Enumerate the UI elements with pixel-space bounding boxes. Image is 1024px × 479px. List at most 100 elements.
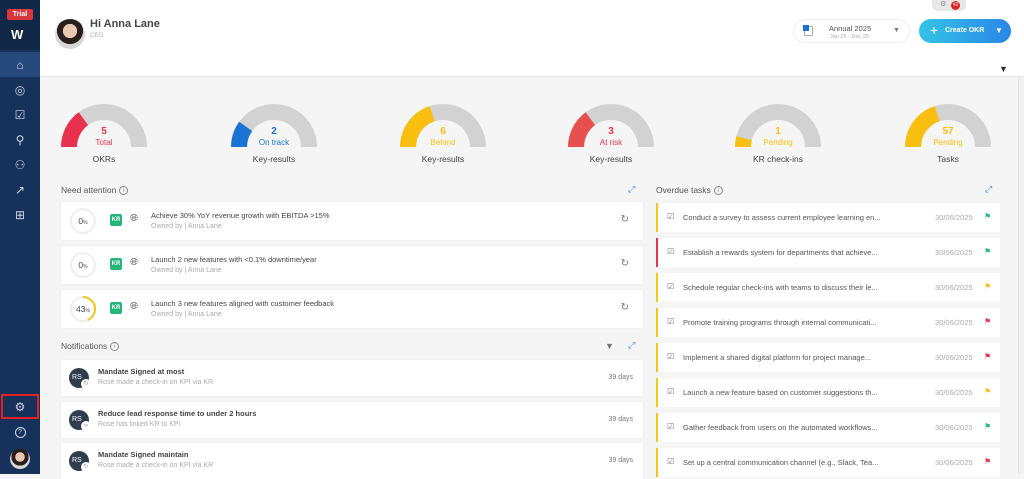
expand-icon[interactable]: ⤢: [985, 184, 993, 194]
overdue-task[interactable]: ☑ Establish a rewards system for departm…: [656, 238, 1000, 267]
overdue-tasks-title: Overdue tasks i: [656, 185, 723, 196]
teams-icon: ⚇: [14, 157, 26, 172]
sidebar-item-objectives[interactable]: ◎: [0, 77, 40, 102]
info-icon[interactable]: i: [119, 186, 129, 196]
notifications-indicator[interactable]: ⚙ 42: [932, 0, 966, 11]
overdue-task[interactable]: ☑ Schedule regular check-ins with teams …: [656, 273, 1000, 302]
task-due-date: 30/06/2025: [935, 248, 973, 257]
overdue-task[interactable]: ☑ Gather feedback from users on the auto…: [656, 413, 1000, 442]
calendar-icon: [803, 25, 813, 36]
notification-count-badge: 42: [951, 1, 960, 10]
gauge-track: [735, 104, 821, 148]
task-icon: ☑: [667, 422, 675, 431]
kr-badge: KR: [110, 214, 122, 226]
greeting: Hi Anna Lane: [90, 18, 160, 30]
info-icon[interactable]: i: [110, 342, 120, 352]
gauge-fill: [400, 106, 436, 148]
notification-age: 39 days: [608, 415, 633, 423]
item-title[interactable]: Launch 3 new features aligned with custo…: [151, 299, 335, 308]
notification-item[interactable]: RS ↻ Mandate Signed at most Rose made a c…: [61, 360, 643, 396]
overdue-task[interactable]: ☑ Implement a shared digital platform fo…: [656, 343, 1000, 372]
info-icon[interactable]: i: [713, 186, 723, 196]
task-title: Conduct a survey to assess current emplo…: [683, 213, 881, 222]
globe-icon: 🌐︎: [130, 301, 138, 312]
gauge-0[interactable]: 5 Total OKRs: [54, 100, 154, 164]
help-icon: ?: [14, 427, 26, 438]
overdue-task[interactable]: ☑ Promote training programs through inte…: [656, 308, 1000, 337]
task-icon: ☑: [667, 317, 675, 326]
priority-flag-icon[interactable]: ⚑: [984, 387, 992, 396]
priority-flag-icon[interactable]: ⚑: [984, 457, 992, 466]
attention-item[interactable]: 43% KR 🌐︎ Launch 3 new features aligned …: [61, 290, 643, 328]
gauge-chart: [61, 104, 147, 148]
gauge-chart: [400, 104, 486, 148]
user-avatar[interactable]: [10, 449, 30, 469]
scrollbar[interactable]: [1018, 77, 1024, 474]
sidebar-item-settings[interactable]: ⚙: [1, 394, 39, 419]
trial-badge: Trial: [7, 9, 33, 20]
tasks-icon: ☑: [14, 107, 26, 122]
gauge-status: At risk: [599, 138, 623, 147]
sidebar-item-home[interactable]: ⌂: [0, 52, 40, 77]
notification-title: Mandate Signed at most: [98, 367, 185, 376]
task-title: Establish a rewards system for departmen…: [683, 248, 878, 257]
sidebar-item-tasks[interactable]: ☑: [0, 102, 40, 127]
priority-flag-icon[interactable]: ⚑: [984, 212, 992, 221]
gauge-3[interactable]: 3 At risk Key-results: [561, 100, 661, 164]
filter-icon[interactable]: ▼: [999, 64, 1008, 74]
notification-item[interactable]: RS ↻ Mandate Signed maintain Rose made a …: [61, 443, 643, 479]
profile-avatar[interactable]: [55, 19, 85, 49]
priority-flag-icon[interactable]: ⚑: [984, 247, 992, 256]
filter-icon[interactable]: ▼: [605, 341, 614, 351]
gauge-2[interactable]: 6 Behind Key-results: [393, 100, 493, 164]
task-icon: ☑: [667, 212, 675, 221]
gauge-status: On track: [258, 138, 290, 147]
notification-age: 39 days: [608, 457, 633, 464]
logo[interactable]: W: [11, 27, 23, 42]
task-due-date: 30/06/2025: [935, 213, 973, 222]
sidebar-item-reports[interactable]: ↗: [0, 177, 40, 202]
overdue-task[interactable]: ☑ Set up a central communication channel…: [656, 448, 1000, 477]
task-title: Implement a shared digital platform for …: [683, 353, 872, 362]
gauge-5[interactable]: 57 Pending Tasks: [898, 100, 998, 164]
item-title[interactable]: Achieve 30% YoY revenue growth with EBIT…: [151, 211, 330, 220]
sidebar-item-teams[interactable]: ⚇: [0, 152, 40, 177]
gauge-chart: [905, 104, 991, 148]
overdue-task[interactable]: ☑ Launch a new feature based on customer…: [656, 378, 1000, 407]
expand-icon[interactable]: ⤢: [628, 184, 636, 194]
gauge-4[interactable]: 1 Pending KR check-ins: [728, 100, 828, 164]
priority-flag-icon[interactable]: ⚑: [984, 352, 992, 361]
priority-flag-icon[interactable]: ⚑: [984, 422, 992, 431]
gauge-fill: [61, 112, 89, 148]
item-title[interactable]: Launch 2 new features with <0.1% downtim…: [151, 255, 317, 264]
objectives-icon: ◎: [14, 82, 26, 97]
plus-icon: +: [930, 22, 939, 38]
attention-item[interactable]: 0% KR 🌐︎ Achieve 30% YoY revenue growth …: [61, 202, 643, 240]
sidebar-item-performance[interactable]: ⚲: [0, 127, 40, 152]
task-due-date: 30/06/2025: [935, 388, 973, 397]
check-in-icon[interactable]: ↻: [620, 302, 629, 313]
notification-item[interactable]: RS ∞ Reduce lead response time to under 2…: [61, 401, 643, 438]
check-in-icon[interactable]: ↻: [620, 258, 629, 269]
notifications-title: Notifications i: [61, 341, 120, 352]
gauge-fill: [568, 112, 596, 148]
priority-flag-icon[interactable]: ⚑: [984, 317, 992, 326]
create-okr-button[interactable]: + Create OKR ▼: [919, 19, 1011, 43]
expand-icon[interactable]: ⤢: [628, 340, 636, 350]
attention-item[interactable]: 0% KR 🌐︎ Launch 2 new features with <0.1…: [61, 246, 643, 284]
gauge-fill: [905, 106, 941, 148]
gauge-fill: [735, 136, 752, 148]
check-in-icon[interactable]: ↻: [620, 214, 629, 225]
period-selector[interactable]: Annual 2025 Jan 25 - Dec 25 ▼: [793, 19, 910, 43]
notification-title: Mandate Signed maintain: [98, 450, 189, 459]
chevron-down-icon[interactable]: ▼: [995, 26, 1003, 35]
gauge-1[interactable]: 2 On track Key-results: [224, 100, 324, 164]
progress-ring: 0%: [69, 207, 97, 235]
priority-flag-icon[interactable]: ⚑: [984, 282, 992, 291]
progress-ring: 43%: [69, 295, 97, 323]
gauge-chart: [735, 104, 821, 148]
user-avatar: RS ↻: [69, 451, 91, 472]
sidebar-item-help[interactable]: ?: [0, 420, 40, 445]
sidebar-item-apps[interactable]: ⊞: [0, 202, 40, 227]
overdue-task[interactable]: ☑ Conduct a survey to assess current emp…: [656, 203, 1000, 232]
